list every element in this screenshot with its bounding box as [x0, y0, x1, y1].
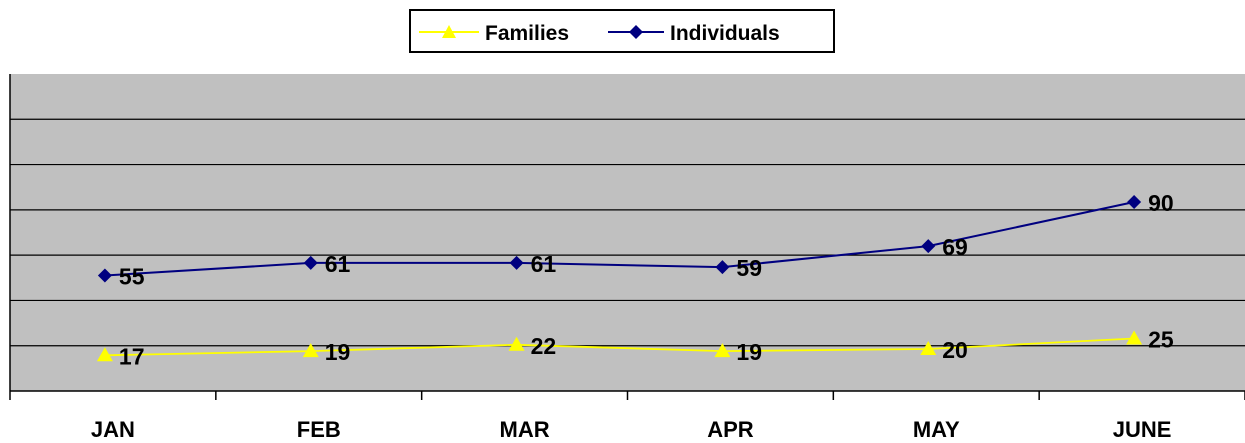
data-point-marker: [96, 347, 113, 362]
series-individuals: 55 61 61 59 69 90: [97, 190, 1174, 290]
legend-marker-individuals: [629, 25, 643, 39]
legend-item-families: Families: [419, 22, 569, 45]
x-axis-labels: JAN FEB MAR APR MAY JUNE: [91, 417, 1172, 442]
legend-label-families: Families: [485, 22, 569, 45]
data-point-marker: [920, 341, 937, 355]
data-label: 59: [736, 255, 762, 281]
x-tick-label: MAR: [500, 417, 550, 442]
legend-marker-families: [442, 25, 456, 38]
data-label: 20: [942, 337, 968, 363]
series-layer: 17 19 22 19 20 25 55 61 61 59 69 90: [96, 190, 1174, 369]
data-label: 69: [942, 234, 968, 260]
data-label: 90: [1148, 190, 1174, 216]
plot-area: [10, 74, 1245, 391]
x-tick-label: MAY: [913, 417, 960, 442]
data-point-marker: [1126, 330, 1143, 345]
x-tick-label: FEB: [297, 417, 341, 442]
data-label: 19: [736, 339, 762, 365]
data-point-marker: [714, 343, 731, 358]
data-label: 61: [325, 251, 351, 277]
legend-item-individuals: Individuals: [608, 22, 780, 45]
legend: Families Individuals: [409, 9, 835, 53]
gridlines: [10, 118, 1245, 347]
data-point-marker: [509, 255, 524, 270]
x-tick-label: JUNE: [1113, 417, 1172, 442]
x-tick-label: JAN: [91, 417, 135, 442]
series-line: [104, 201, 1135, 277]
legend-label-individuals: Individuals: [670, 22, 780, 45]
data-point-marker: [303, 255, 318, 270]
data-point-marker: [97, 268, 112, 283]
data-point-marker: [1127, 195, 1142, 209]
x-tick-label: APR: [707, 417, 754, 442]
data-point-marker: [715, 260, 730, 275]
data-point-marker: [508, 336, 525, 351]
data-point-marker: [302, 343, 319, 358]
series-line: [104, 337, 1135, 357]
data-label: 25: [1148, 327, 1174, 353]
x-axis-ticks: [9, 391, 1245, 400]
data-label: 22: [531, 333, 557, 359]
data-label: 55: [119, 264, 145, 290]
data-label: 17: [119, 343, 145, 369]
data-label: 19: [325, 339, 351, 365]
data-point-marker: [921, 239, 936, 254]
data-label: 61: [531, 251, 557, 277]
series-families: 17 19 22 19 20 25: [96, 327, 1174, 369]
